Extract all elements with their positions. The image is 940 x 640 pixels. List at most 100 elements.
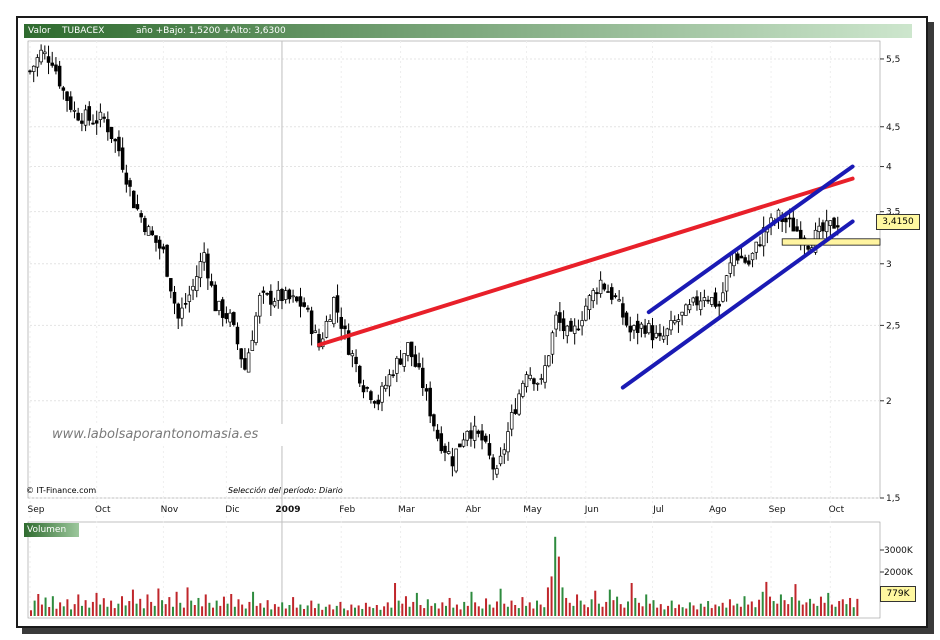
volume-bar: [710, 608, 713, 616]
candle-down: [298, 296, 303, 307]
volume-bar: [70, 609, 73, 616]
volume-bar: [459, 609, 462, 616]
candle-down: [50, 62, 54, 66]
candle-down: [576, 328, 581, 331]
candle-down: [532, 378, 536, 385]
candle-down: [354, 356, 358, 365]
support-band: [781, 238, 881, 246]
candle-up: [584, 305, 588, 321]
volume-bar: [830, 604, 833, 616]
candle-up: [535, 382, 540, 385]
candle-up: [498, 455, 503, 465]
candle-down: [743, 257, 747, 263]
volume-bar: [434, 603, 437, 616]
trendline-resistance: [317, 176, 855, 347]
candle-down: [358, 365, 362, 384]
volume-bar: [714, 604, 717, 616]
candle-up: [724, 275, 729, 292]
candle-down: [109, 126, 114, 140]
last-price-tag: 3,4150: [876, 214, 920, 230]
candle-down: [561, 318, 566, 332]
volume-bar: [725, 607, 728, 616]
candle-up: [83, 109, 88, 126]
candle-down: [120, 147, 125, 170]
time-tick-label: May: [523, 505, 542, 515]
volume-bar: [732, 605, 735, 616]
candle-down: [150, 230, 155, 236]
candle-down: [791, 217, 796, 232]
candle-down: [154, 235, 158, 243]
volume-bar: [215, 600, 218, 616]
candle-down: [713, 292, 718, 307]
volume-bar: [554, 536, 557, 616]
candle-up: [669, 320, 673, 331]
volume-bar: [55, 608, 58, 616]
candle-up: [702, 297, 707, 301]
time-tick-label: Jun: [584, 505, 599, 515]
volume-bar: [590, 599, 593, 616]
candle-down: [372, 401, 377, 404]
volume-bar: [634, 597, 637, 616]
watermark-url: www.labolsaporantonomasia.es: [48, 424, 288, 446]
volume-bar: [375, 605, 378, 616]
volume-bar: [37, 594, 40, 616]
volume-bar: [747, 604, 750, 616]
volume-bar: [488, 604, 491, 616]
volume-bar: [794, 584, 797, 616]
candle-up: [761, 227, 766, 247]
candle-up: [691, 297, 696, 303]
chart-frame: 5,5 4,5 4 3,5 3 2,5 2 1,5 Sep Oct Nov Dic 2009 Feb Ma…: [16, 16, 928, 628]
volume-bar: [827, 592, 830, 616]
candle-down: [695, 296, 699, 306]
candle-up: [380, 385, 384, 403]
volume-bar: [597, 603, 600, 616]
candle-down: [265, 293, 269, 295]
volume-bar: [419, 605, 422, 616]
volume-bar: [834, 606, 837, 616]
candle-up: [528, 374, 532, 379]
volume-bar: [455, 604, 458, 616]
volume-bar: [397, 600, 400, 616]
candle-up: [472, 425, 477, 441]
candle-up: [187, 294, 192, 302]
volume-bar: [306, 605, 309, 616]
volume-bar: [783, 600, 786, 616]
volume-bar: [743, 596, 746, 616]
volume-bar: [48, 606, 51, 616]
time-tick-label: Jul: [652, 505, 664, 515]
volume-bar: [273, 604, 276, 616]
volume-bar: [546, 587, 549, 616]
volume-bar: [77, 594, 80, 616]
volume-bar: [466, 605, 469, 616]
volume-bar: [703, 606, 706, 616]
candle-up: [617, 299, 621, 302]
volume-bar: [317, 603, 320, 616]
volume-bar: [390, 607, 393, 616]
volume-bar: [44, 597, 47, 616]
candle-up: [710, 297, 714, 305]
volume-bar: [514, 605, 517, 616]
volume-bar: [448, 597, 451, 616]
volume-bar: [386, 602, 389, 616]
candle-up: [98, 111, 103, 120]
candle-up: [43, 51, 47, 55]
volume-bar: [394, 583, 397, 616]
volume-bar: [645, 594, 648, 616]
volume-label: Volumen: [24, 523, 79, 537]
candle-down: [739, 255, 744, 259]
volume-bar: [510, 600, 513, 616]
volume-bar: [688, 602, 691, 616]
candle-down: [143, 218, 147, 233]
volume-bar: [233, 606, 236, 616]
volume-bar: [361, 608, 364, 616]
candle-down: [480, 430, 484, 441]
volume-bar: [736, 603, 739, 616]
price-tick-label: 1,5: [886, 494, 900, 504]
volume-bar: [208, 602, 211, 616]
volume-bar: [313, 608, 316, 616]
volume-bar: [856, 598, 859, 616]
candle-down: [717, 303, 721, 307]
candle-up: [461, 439, 466, 447]
candle-down: [795, 226, 799, 232]
candle-up: [676, 319, 681, 322]
